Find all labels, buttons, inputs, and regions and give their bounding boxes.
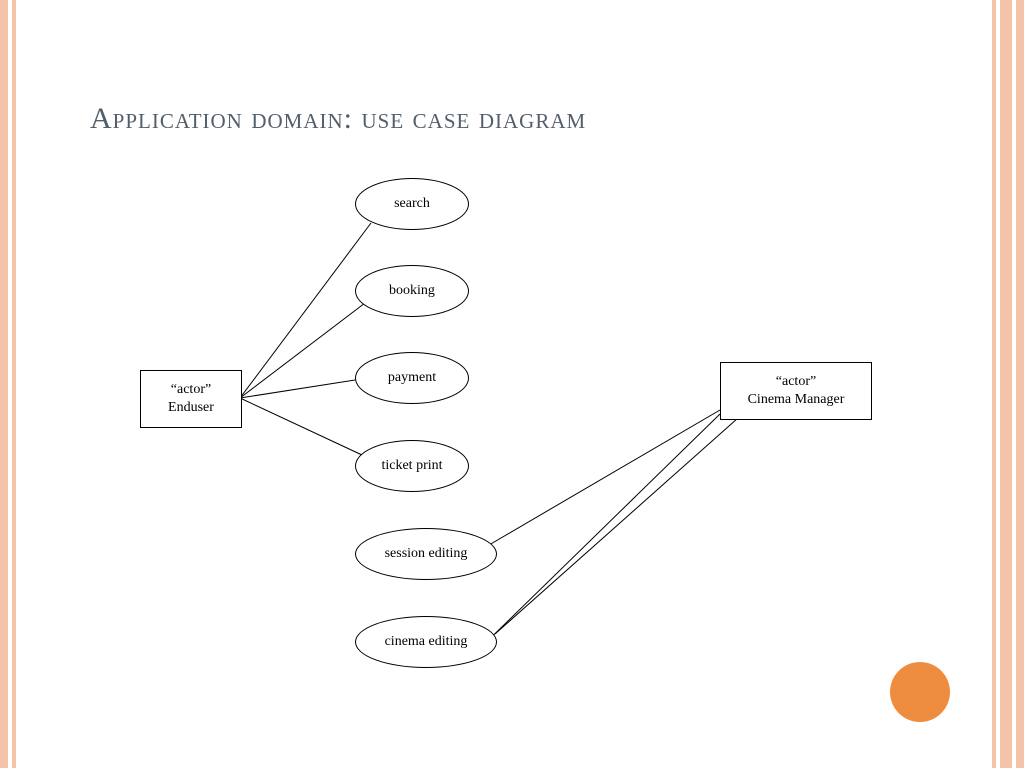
stripe [1016, 0, 1024, 768]
edge [495, 418, 738, 634]
usecase-label: booking [389, 283, 435, 300]
usecase-label: ticket print [381, 458, 442, 475]
usecase-label: session editing [385, 546, 468, 563]
actor-name: Cinema Manager [748, 391, 845, 409]
edge [468, 414, 720, 660]
actor-stereotype: “actor” [776, 373, 816, 391]
corner-accent-circle [890, 662, 950, 722]
actor-name: Enduser [168, 399, 214, 417]
usecase-payment: payment [355, 352, 469, 404]
slide-title: Application domain: use case diagram [90, 102, 586, 136]
usecase-booking: booking [355, 265, 469, 317]
stripe [0, 0, 8, 768]
usecase-cinema: cinema editing [355, 616, 497, 668]
edge [240, 380, 355, 398]
actor-stereotype: “actor” [171, 381, 211, 399]
usecase-ticket: ticket print [355, 440, 469, 492]
usecase-label: payment [388, 370, 436, 387]
edge [240, 398, 362, 455]
usecase-label: search [394, 196, 430, 213]
usecase-session: session editing [355, 528, 497, 580]
stripe [1000, 0, 1012, 768]
usecase-label: cinema editing [385, 634, 468, 651]
actor-enduser: “actor”Enduser [140, 370, 242, 428]
edge [489, 410, 720, 545]
actor-manager: “actor”Cinema Manager [720, 362, 872, 420]
edge [240, 223, 371, 398]
stripe [12, 0, 16, 768]
usecase-search: search [355, 178, 469, 230]
edge [240, 303, 365, 398]
